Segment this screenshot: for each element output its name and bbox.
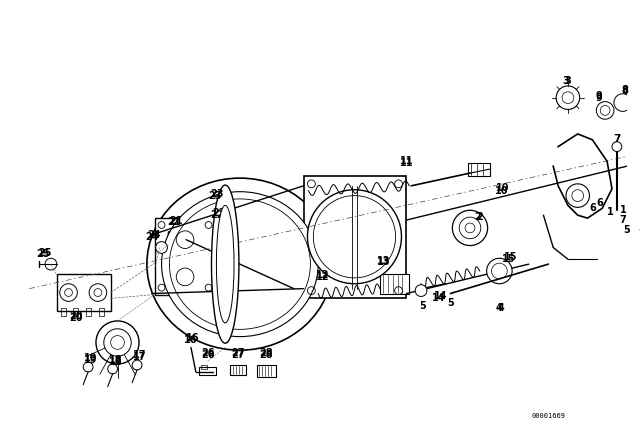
- Bar: [468, 163, 490, 176]
- Ellipse shape: [147, 178, 333, 350]
- Text: 24: 24: [147, 230, 161, 240]
- Circle shape: [45, 258, 57, 270]
- Circle shape: [108, 364, 118, 374]
- Text: 3: 3: [564, 76, 572, 86]
- Ellipse shape: [161, 192, 318, 336]
- Text: 00001669: 00001669: [531, 413, 565, 419]
- Circle shape: [415, 285, 427, 297]
- Circle shape: [89, 284, 107, 302]
- Text: 9: 9: [596, 91, 603, 101]
- Bar: [230, 365, 246, 375]
- Text: 9: 9: [596, 93, 603, 103]
- Text: 6: 6: [597, 198, 604, 208]
- Text: 11: 11: [399, 158, 413, 168]
- Text: 5: 5: [447, 298, 454, 308]
- Polygon shape: [203, 201, 223, 220]
- Text: 26: 26: [201, 348, 214, 358]
- Text: 2: 2: [476, 212, 483, 222]
- Text: 25: 25: [36, 250, 50, 259]
- Bar: [155, 218, 216, 294]
- Circle shape: [566, 184, 589, 207]
- Text: 26: 26: [201, 350, 214, 360]
- Text: 4: 4: [496, 303, 503, 313]
- Text: 15: 15: [504, 252, 518, 262]
- Text: 8: 8: [621, 86, 628, 96]
- Text: 15: 15: [502, 254, 516, 264]
- Text: 19: 19: [84, 355, 98, 365]
- Circle shape: [452, 210, 488, 246]
- Polygon shape: [166, 228, 188, 261]
- Text: 1: 1: [620, 205, 627, 215]
- Circle shape: [96, 321, 139, 364]
- Text: 1: 1: [607, 207, 613, 217]
- Bar: [74, 308, 78, 316]
- Bar: [303, 176, 406, 298]
- Text: 5: 5: [638, 223, 640, 233]
- Bar: [86, 308, 91, 316]
- Text: 7: 7: [620, 215, 626, 225]
- Text: 23: 23: [211, 189, 224, 198]
- Bar: [257, 365, 276, 377]
- Text: 17: 17: [133, 352, 147, 362]
- Text: 23: 23: [209, 190, 222, 201]
- Text: 18: 18: [109, 355, 122, 365]
- Text: 27: 27: [231, 350, 244, 360]
- Bar: [199, 367, 216, 375]
- Text: 3: 3: [563, 76, 570, 86]
- Text: 14: 14: [434, 292, 447, 302]
- Text: 7: 7: [613, 134, 621, 144]
- Text: 13: 13: [377, 257, 390, 267]
- Text: 19: 19: [84, 353, 98, 363]
- Circle shape: [614, 94, 632, 112]
- Text: 4: 4: [498, 303, 505, 313]
- Text: 24: 24: [145, 232, 159, 242]
- Text: 20: 20: [70, 313, 83, 323]
- Text: 14: 14: [432, 293, 445, 303]
- Text: 10: 10: [495, 183, 509, 193]
- Circle shape: [132, 360, 142, 370]
- Circle shape: [596, 102, 614, 119]
- Circle shape: [307, 190, 401, 284]
- Circle shape: [486, 258, 512, 284]
- Bar: [61, 308, 66, 316]
- Ellipse shape: [170, 199, 310, 329]
- Bar: [380, 274, 410, 293]
- Text: 28: 28: [260, 350, 273, 360]
- Text: 8: 8: [621, 85, 628, 95]
- Ellipse shape: [216, 205, 234, 323]
- Ellipse shape: [211, 185, 239, 343]
- Text: 22: 22: [212, 208, 226, 218]
- Text: 18: 18: [109, 357, 122, 367]
- Text: 28: 28: [260, 348, 273, 358]
- Circle shape: [556, 86, 580, 109]
- Text: 16: 16: [186, 332, 200, 343]
- Bar: [201, 365, 207, 369]
- Text: 21: 21: [168, 217, 181, 227]
- Circle shape: [83, 362, 93, 372]
- Text: 5: 5: [420, 301, 426, 311]
- Text: 13: 13: [377, 256, 390, 266]
- Text: 11: 11: [399, 156, 413, 166]
- Text: 6: 6: [589, 203, 596, 213]
- Circle shape: [60, 284, 77, 302]
- Bar: [99, 308, 104, 316]
- Polygon shape: [193, 218, 218, 250]
- Text: 12: 12: [316, 270, 330, 280]
- Text: 25: 25: [38, 248, 52, 258]
- Circle shape: [156, 241, 168, 254]
- Bar: [57, 274, 111, 311]
- Circle shape: [612, 142, 622, 151]
- Text: 22: 22: [211, 210, 224, 220]
- Text: 20: 20: [70, 311, 83, 321]
- Text: 17: 17: [133, 350, 147, 360]
- Text: 21: 21: [170, 216, 183, 226]
- Text: 10: 10: [495, 186, 508, 196]
- Text: 5: 5: [623, 225, 630, 235]
- Text: 2: 2: [474, 212, 481, 222]
- Text: 12: 12: [316, 272, 330, 282]
- Text: 16: 16: [184, 335, 198, 345]
- Text: 27: 27: [231, 348, 244, 358]
